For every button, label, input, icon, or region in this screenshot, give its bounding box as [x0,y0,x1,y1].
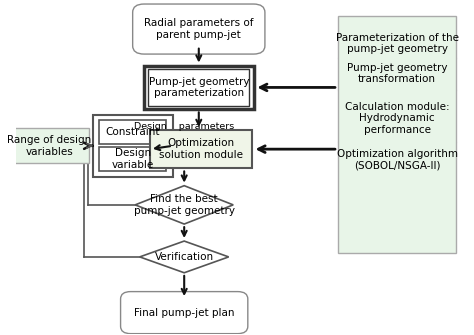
Text: Optimization
solution module: Optimization solution module [159,138,243,160]
Bar [99,121,166,144]
Text: Radial parameters of
parent pump-jet: Radial parameters of parent pump-jet [144,18,254,40]
FancyBboxPatch shape [120,291,248,334]
Bar [144,66,254,109]
Text: Verification: Verification [155,252,214,262]
Text: Parameterization of the
pump-jet geometry: Parameterization of the pump-jet geometr… [336,32,459,54]
Text: Design    parameters: Design parameters [134,122,234,131]
Bar [148,69,249,106]
FancyBboxPatch shape [133,4,265,54]
Text: Pump-jet geometry
parameterization: Pump-jet geometry parameterization [148,77,249,98]
Bar [99,147,166,171]
Bar [150,130,252,168]
Text: Calculation module:
Hydrodynamic
performance: Calculation module: Hydrodynamic perform… [345,102,449,135]
Text: Optimization algorithm
(SOBOL/NSGA-II): Optimization algorithm (SOBOL/NSGA-II) [337,149,458,170]
Text: Pump-jet geometry
transformation: Pump-jet geometry transformation [347,63,447,84]
Polygon shape [135,186,233,224]
Text: Constraint: Constraint [105,128,160,137]
Text: Design
variable: Design variable [111,148,154,170]
Text: Range of design
variables: Range of design variables [7,135,91,157]
Polygon shape [140,241,228,273]
Bar [338,16,456,253]
Text: Find the best
pump-jet geometry: Find the best pump-jet geometry [134,194,235,216]
Text: Final pump-jet plan: Final pump-jet plan [134,308,235,318]
Bar [93,115,173,177]
Bar [9,128,89,163]
